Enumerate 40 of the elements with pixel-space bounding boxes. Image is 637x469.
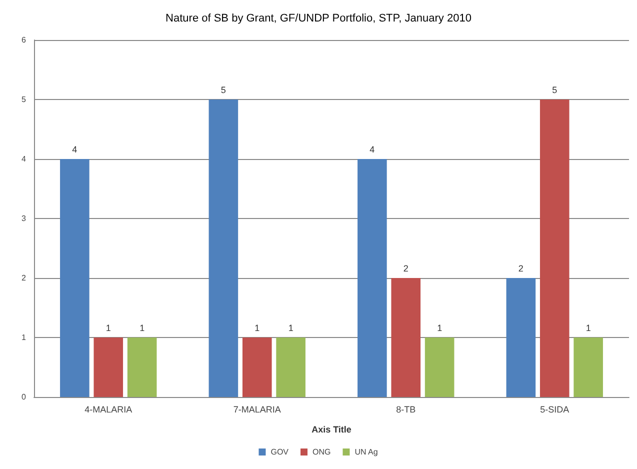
y-tick-label: 5 [22, 95, 27, 104]
data-label: 1 [586, 323, 591, 333]
data-label: 2 [518, 264, 524, 274]
bar [358, 159, 387, 397]
data-label: 1 [288, 323, 294, 333]
x-tick-label: 8-TB [396, 404, 416, 414]
bar [424, 338, 454, 397]
bar [391, 278, 421, 397]
data-label: 1 [254, 323, 260, 333]
bar [242, 338, 272, 397]
bar [94, 338, 124, 397]
y-tick-label: 0 [22, 392, 27, 402]
data-label: 5 [552, 85, 558, 95]
y-tick-label: 6 [22, 36, 27, 44]
y-tick-label: 4 [22, 154, 27, 164]
bar [574, 338, 603, 397]
bar [540, 100, 570, 397]
data-label: 1 [140, 323, 145, 333]
bar [60, 159, 90, 397]
x-tick-label: 7-MALARIA [233, 404, 281, 414]
chart-title: Nature of SB by Grant, GF/UNDP Portfolio, STP, January 2010 [166, 12, 472, 24]
legend-label: UN Ag [354, 448, 378, 456]
data-label: 5 [220, 85, 226, 95]
legend-label: ONG [312, 448, 331, 456]
bar [276, 338, 306, 397]
bar [506, 278, 536, 397]
data-label: 1 [437, 323, 442, 333]
x-tick-label: 4-MALARIA [84, 404, 132, 414]
y-tick-label: 2 [22, 274, 27, 282]
y-tick-label: 3 [22, 214, 27, 223]
bar [208, 100, 238, 397]
data-label: 4 [72, 144, 78, 154]
data-label: 2 [403, 264, 408, 274]
data-label: 1 [106, 323, 111, 333]
y-tick-label: 1 [22, 333, 27, 342]
data-label: 4 [370, 144, 375, 154]
x-axis-title: Axis Title [312, 424, 352, 434]
x-tick-label: 5-SIDA [540, 404, 570, 414]
legend-label: GOV [270, 448, 290, 456]
bar [127, 338, 157, 397]
